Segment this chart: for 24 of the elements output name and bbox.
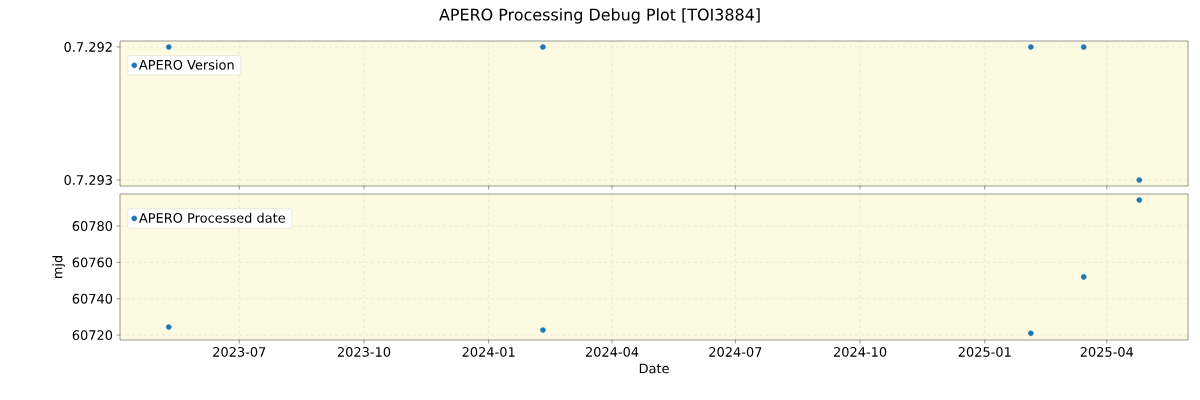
x-tick-label: 2024-01 <box>462 347 515 357</box>
x-tick-label: 2025-01 <box>958 347 1011 357</box>
legend-label: APERO Version <box>138 59 234 70</box>
point <box>540 327 546 333</box>
point <box>1080 274 1087 280</box>
y-axis-title: mjd <box>52 255 65 279</box>
point <box>1028 330 1034 337</box>
text: 0.7.292 <box>64 42 112 52</box>
y-tick-label: 60760 <box>72 257 113 268</box>
y-tick-label: 60780 <box>72 221 113 231</box>
point <box>166 324 172 330</box>
x-axis-title: Date <box>639 363 669 374</box>
chart-title: APERO Processing Debug Plot [TOI3884] <box>439 8 760 24</box>
y-tick-label: 60720 <box>72 330 113 340</box>
x-tick-label: 2024-04 <box>585 347 639 357</box>
y-tick-label: 60740 <box>72 293 113 304</box>
point <box>1136 197 1143 203</box>
x-tick-label: 2025-04 <box>1080 347 1134 357</box>
x-tick-label: 2024-10 <box>833 347 887 357</box>
text: 0.7.293 <box>64 175 112 185</box>
legend-label: APERO Processed date <box>138 212 285 223</box>
x-tick-label: 2024-07 <box>709 347 762 357</box>
x-tick-label: 2023-10 <box>337 347 391 357</box>
x-tick-label: 2023-07 <box>213 347 266 357</box>
